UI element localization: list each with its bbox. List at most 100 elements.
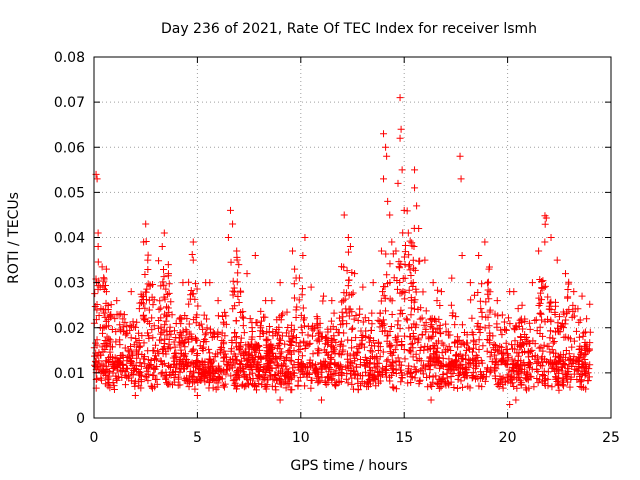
data-point [539,358,547,366]
data-point [217,368,225,376]
data-point [554,327,562,335]
data-point [393,285,401,293]
data-point [340,263,348,271]
data-point [97,374,105,382]
data-point [179,327,187,335]
data-point [586,328,594,336]
data-point [201,331,209,339]
data-point [185,383,193,391]
data-point [285,372,293,380]
data-point [549,339,557,347]
data-point [514,368,522,376]
data-point [254,359,262,367]
data-point [557,363,565,371]
data-point [129,318,137,326]
data-point [535,247,543,255]
data-point [190,360,198,368]
data-point [396,310,404,318]
data-point [195,364,203,372]
data-point [504,314,512,322]
data-point [564,286,572,294]
data-point [562,369,570,377]
data-point [311,369,319,377]
data-point [383,337,391,345]
data-point [144,377,152,385]
data-point [356,355,364,363]
data-point [210,373,218,381]
data-point [314,345,322,353]
data-point [128,352,136,360]
data-point [290,280,298,288]
data-point [361,353,369,361]
data-point [407,340,415,348]
data-point [565,367,573,375]
data-point [312,361,320,369]
data-point [113,297,121,305]
data-point [237,288,245,296]
data-point [541,220,549,228]
data-point [140,339,148,347]
data-point [484,278,492,286]
data-point [194,358,202,366]
data-point [170,373,178,381]
data-point [262,383,270,391]
data-point [512,322,520,330]
y-tick-label: 0 [76,411,85,427]
data-point [575,333,583,341]
data-point [459,339,467,347]
data-point [260,330,268,338]
data-point [511,337,519,345]
data-point [294,361,302,369]
data-point [294,381,302,389]
data-point [112,372,120,380]
data-point [485,265,493,273]
data-point [475,252,483,260]
data-point [361,368,369,376]
data-point [362,332,370,340]
data-point [386,377,394,385]
data-point [461,329,469,337]
data-point [438,349,446,357]
y-tick-label: 0.06 [54,140,85,156]
data-point [206,379,214,387]
data-point [458,321,466,329]
data-point [444,363,452,371]
data-point [140,238,148,246]
data-point [102,342,110,350]
data-point [278,348,286,356]
data-point [259,373,267,381]
data-point [504,357,512,365]
data-point [278,332,286,340]
data-point [263,344,271,352]
data-point [184,362,192,370]
data-point [411,335,419,343]
data-point [406,333,414,341]
data-point [219,354,227,362]
data-point [477,305,485,313]
data-point [300,316,308,324]
data-point [461,341,469,349]
data-point [182,374,190,382]
data-point [246,315,254,323]
data-point [171,352,179,360]
x-tick-label: 20 [499,430,517,446]
data-point [337,337,345,345]
data-point [240,329,248,337]
data-point [155,349,163,357]
data-point [305,370,313,378]
data-point [189,238,197,246]
data-point [469,368,477,376]
data-point [466,345,474,353]
data-point [543,342,551,350]
data-point [202,369,210,377]
data-point [347,358,355,366]
data-point [249,355,257,363]
data-point [344,234,352,241]
data-point [486,353,494,361]
data-point [536,299,544,307]
data-point [536,276,544,284]
data-point [235,298,243,306]
data-point [530,383,538,391]
data-point [544,368,552,376]
data-point [167,298,175,306]
